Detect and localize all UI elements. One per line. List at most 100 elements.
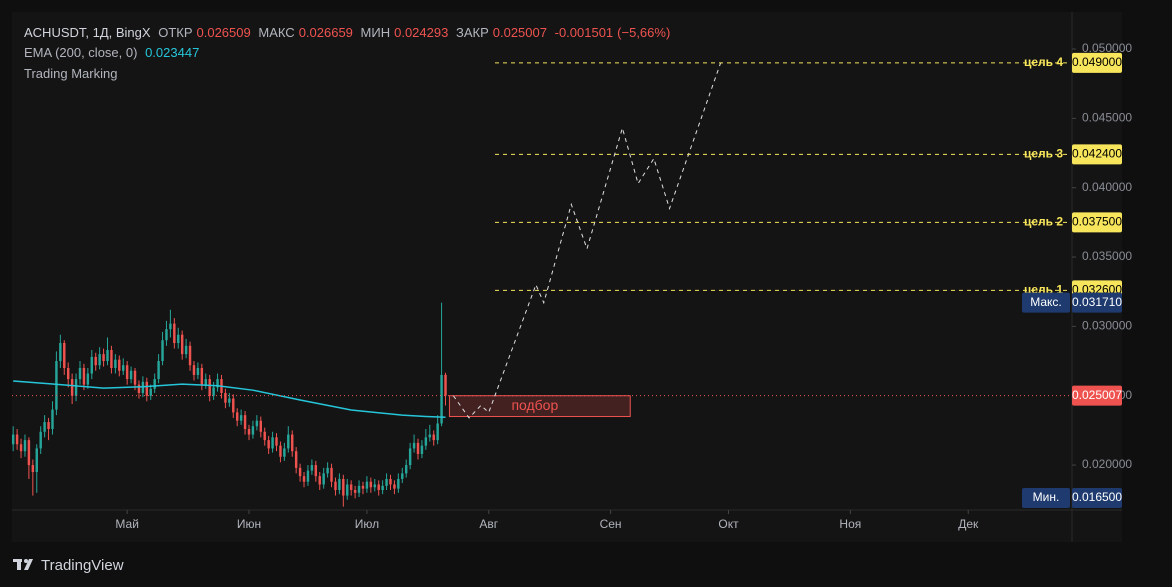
candle-body	[102, 354, 105, 362]
candle-body	[153, 379, 156, 389]
candle-body	[389, 478, 392, 485]
candle-body	[180, 334, 184, 355]
candle-body	[74, 379, 78, 396]
ohlc-name: ЗАКР	[455, 25, 489, 40]
candle-body	[326, 467, 329, 474]
change-percent: (−5,66%)	[617, 25, 671, 40]
candle-body	[408, 448, 412, 466]
candle-body	[235, 412, 239, 421]
y-tick-label: 0.035000	[1082, 249, 1132, 263]
candle-body	[169, 323, 172, 330]
candle-body	[436, 423, 439, 441]
y-tick-label: 0.050000	[1082, 41, 1132, 55]
candle-body	[82, 367, 86, 385]
ema-legend: EMA (200, close, 0) 0.023447	[24, 45, 203, 60]
y-tick-label: 0.020000	[1082, 457, 1132, 471]
candle-body	[228, 398, 231, 403]
x-tick-label: Окт	[718, 517, 739, 531]
legend-line: ACHUSDT, 1Д, BingX ОТКР 0.026509 МАКС 0.02…	[24, 25, 674, 40]
candle-body	[263, 431, 266, 441]
target-name: цель 3	[1024, 147, 1063, 161]
target-price: 0.049000	[1072, 55, 1122, 69]
target-tag	[1072, 144, 1122, 165]
candle-body	[39, 431, 42, 449]
candle-body	[161, 340, 164, 362]
candle-body	[404, 465, 408, 474]
indicator-name: Trading Marking	[24, 66, 118, 81]
ema-value: 0.023447	[145, 45, 200, 60]
candle-body	[401, 473, 404, 479]
candle-body	[200, 367, 204, 385]
candle-body	[420, 445, 424, 454]
zone-label: подбор	[511, 397, 558, 413]
ohlc-value: 0.025007	[492, 25, 547, 40]
candle-body	[267, 440, 270, 449]
candle-body	[196, 367, 200, 375]
candle-body	[145, 381, 149, 396]
candle-body	[357, 485, 361, 493]
candle-body	[294, 451, 298, 468]
candle-body	[373, 484, 376, 488]
candle-body	[381, 485, 384, 491]
min-name-tag	[1022, 488, 1070, 508]
candle-body	[349, 484, 353, 491]
candle-body	[173, 323, 176, 344]
candle-body	[78, 367, 82, 380]
candle-body	[31, 465, 35, 473]
chart-panel	[12, 12, 1122, 542]
candle-body	[212, 387, 215, 396]
ohlc-name: МАКС	[258, 25, 295, 40]
candle-body	[11, 434, 15, 445]
candle-body	[19, 444, 23, 452]
candle-body	[314, 465, 318, 477]
candle-body	[125, 365, 129, 380]
max-name-tag	[1022, 292, 1070, 313]
candle-body	[342, 478, 345, 496]
candle-body	[63, 343, 66, 368]
candle-body	[287, 434, 290, 449]
target-tag	[1072, 212, 1122, 233]
candle-body	[149, 388, 152, 396]
candle-body	[47, 422, 50, 430]
x-tick-label: Авг	[479, 517, 498, 531]
candle-body	[133, 370, 137, 385]
target-name: цель 4	[1024, 55, 1063, 69]
footer-brand: TradingView	[41, 557, 124, 574]
candle-body	[424, 437, 428, 446]
candle-body	[338, 478, 341, 491]
candle-body	[43, 422, 46, 432]
candle-body	[137, 384, 141, 393]
candle-body	[129, 370, 133, 380]
x-tick-label: Сен	[600, 517, 622, 531]
candle-body	[365, 481, 369, 489]
y-tick-label: 0.030000	[1082, 319, 1132, 333]
current-price-tag	[1072, 385, 1122, 406]
candle-body	[122, 365, 125, 371]
candle-body	[259, 420, 263, 432]
candle-body	[302, 476, 306, 482]
candle-body	[318, 476, 321, 485]
candle-body	[247, 429, 251, 435]
ohlc-name: МИН	[360, 25, 391, 40]
candle-body	[94, 356, 97, 366]
ema-line	[13, 380, 446, 419]
zone-box	[448, 395, 631, 418]
max-price-tag	[1072, 292, 1122, 313]
candle-body	[291, 434, 294, 452]
candle-body	[66, 367, 70, 380]
candle-body	[416, 442, 420, 454]
target-name: цель 2	[1024, 215, 1063, 229]
current-price: 0.025007	[1072, 388, 1122, 402]
target-price: 0.042400	[1072, 147, 1122, 161]
x-tick-label: Ноя	[839, 517, 861, 531]
min-price-tag	[1072, 488, 1122, 508]
x-tick-label: Июл	[355, 517, 379, 531]
candle-body	[310, 465, 314, 471]
candle-body	[23, 440, 27, 452]
candle-body	[106, 349, 109, 362]
candle-body	[377, 484, 380, 491]
change: -0.001501	[554, 25, 614, 40]
tv-logo	[13, 559, 33, 570]
